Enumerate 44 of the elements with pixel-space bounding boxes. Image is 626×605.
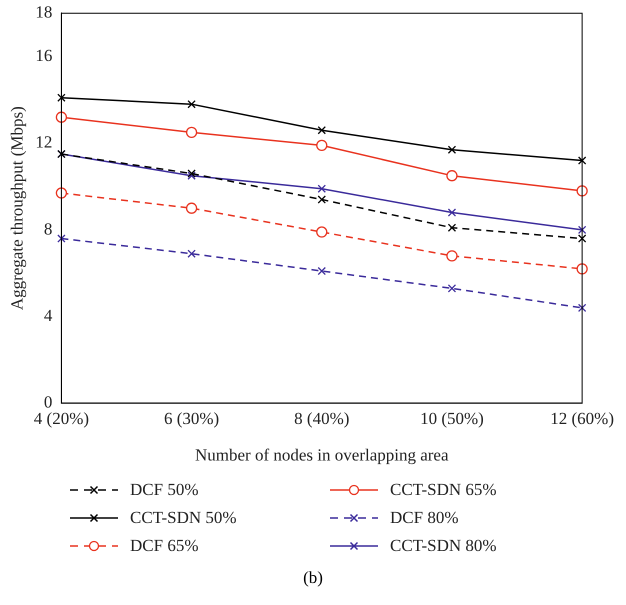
point — [578, 234, 586, 243]
legend-label: DCF 65% — [130, 536, 198, 556]
point — [57, 94, 66, 102]
point — [56, 112, 68, 123]
text: (b) — [302, 568, 324, 588]
y-tick-label: 16 — [35, 46, 52, 65]
point — [187, 172, 196, 180]
point — [448, 224, 456, 232]
point — [448, 146, 456, 154]
y-axis-title: Aggregate throughput (Mbps) — [8, 106, 27, 310]
x-tick-label: 6 (30%) — [164, 408, 220, 428]
point — [446, 170, 458, 182]
point — [186, 126, 198, 138]
y-tick-label: 8 — [44, 219, 52, 238]
x-tick-label: 12 (60%) — [550, 408, 614, 428]
point — [578, 156, 586, 165]
legend-label: CCT-SDN 65% — [390, 480, 497, 500]
point — [187, 169, 196, 178]
point — [578, 226, 586, 234]
point — [186, 202, 198, 214]
point — [56, 187, 68, 199]
point — [446, 250, 458, 262]
point — [318, 266, 326, 276]
y-tick-label: 12 — [35, 132, 52, 152]
x-tick-label: 8 (40%) — [294, 408, 350, 428]
point — [318, 195, 326, 204]
x-tick-label: 10 (50%) — [420, 408, 484, 428]
point — [316, 140, 328, 152]
point — [316, 226, 328, 238]
point — [187, 100, 196, 108]
y-tick-label: 18 — [35, 2, 52, 22]
point — [318, 126, 326, 134]
legend-label: CCT-SDN 50% — [130, 508, 237, 528]
point — [578, 304, 586, 312]
legend-label: CCT-SDN 80% — [390, 536, 497, 556]
point — [448, 208, 456, 217]
point — [318, 184, 326, 193]
x-axis-title: Number of nodes in overlapping area — [195, 445, 449, 464]
point — [57, 234, 66, 243]
legend-label: DCF 50% — [130, 480, 198, 500]
legend-label: DCF 80% — [390, 508, 458, 528]
point — [448, 284, 456, 293]
point — [187, 250, 196, 258]
y-tick-label: 4 — [44, 306, 53, 325]
